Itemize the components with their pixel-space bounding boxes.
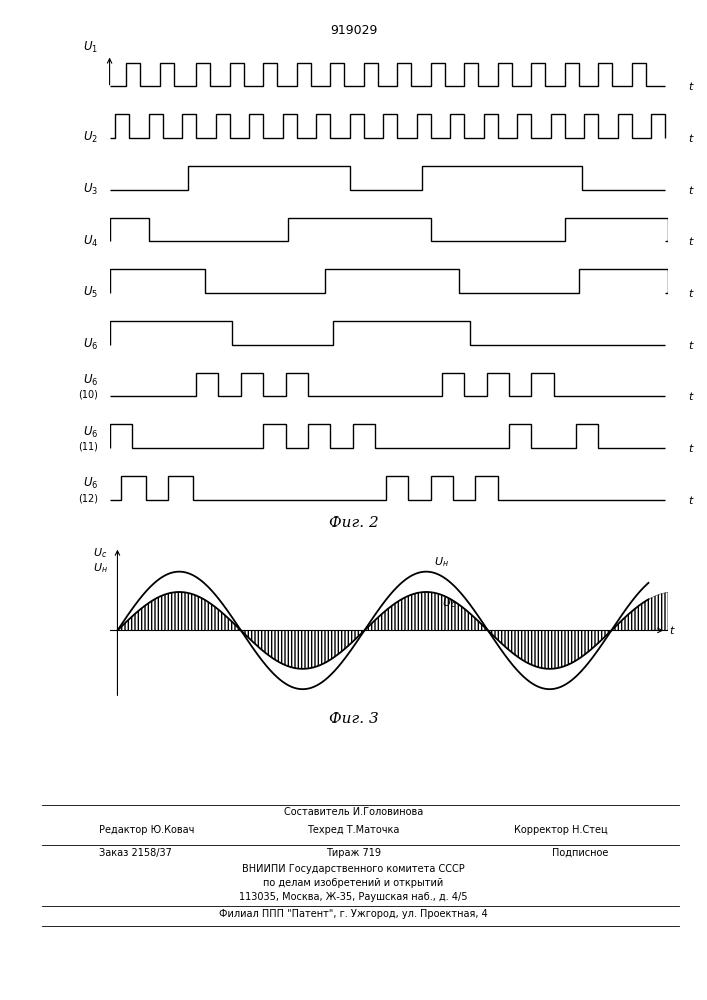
Text: Корректор Н.Стец: Корректор Н.Стец (514, 825, 608, 835)
Text: $t$: $t$ (688, 390, 694, 402)
Text: $U_5$: $U_5$ (83, 285, 98, 300)
Text: (10): (10) (78, 390, 98, 400)
Text: $U_6$: $U_6$ (83, 373, 98, 388)
Text: $U_c$: $U_c$ (442, 597, 457, 610)
Text: $t$: $t$ (688, 442, 694, 454)
Text: $U_1$: $U_1$ (83, 40, 98, 55)
Text: Составитель И.Головинова: Составитель И.Головинова (284, 807, 423, 817)
Text: Филиал ППП "Патент", г. Ужгород, ул. Проектная, 4: Филиал ППП "Патент", г. Ужгород, ул. Про… (219, 909, 488, 919)
Text: Фиг. 2: Фиг. 2 (329, 516, 378, 530)
Text: $t$: $t$ (688, 80, 694, 92)
Text: $U_3$: $U_3$ (83, 182, 98, 197)
Text: 113035, Москва, Ж-35, Раушская наб., д. 4/5: 113035, Москва, Ж-35, Раушская наб., д. … (239, 892, 468, 902)
Text: $U_4$: $U_4$ (83, 234, 98, 249)
Text: $t$: $t$ (669, 624, 676, 636)
Text: Тираж 719: Тираж 719 (326, 848, 381, 858)
Text: по делам изобретений и открытий: по делам изобретений и открытий (264, 878, 443, 888)
Text: $U_6$: $U_6$ (83, 476, 98, 491)
Text: $U_н$: $U_н$ (93, 561, 107, 575)
Text: Редактор Ю.Ковач: Редактор Ю.Ковач (99, 825, 194, 835)
Text: $t$: $t$ (688, 235, 694, 247)
Text: ВНИИПИ Государственного комитета СССР: ВНИИПИ Государственного комитета СССР (242, 864, 465, 874)
Text: $U_н$: $U_н$ (434, 556, 449, 569)
Text: $U_6$: $U_6$ (83, 425, 98, 440)
Text: $t$: $t$ (688, 494, 694, 506)
Text: $U_c$: $U_c$ (93, 546, 107, 560)
Text: Техред Т.Маточка: Техред Т.Маточка (308, 825, 399, 835)
Text: Фиг. 3: Фиг. 3 (329, 712, 378, 726)
Text: 919029: 919029 (329, 24, 378, 37)
Text: $t$: $t$ (688, 339, 694, 351)
Text: $U_2$: $U_2$ (83, 130, 98, 145)
Text: $U_6$: $U_6$ (83, 337, 98, 352)
Text: Заказ 2158/37: Заказ 2158/37 (99, 848, 172, 858)
Text: $t$: $t$ (688, 184, 694, 196)
Text: (12): (12) (78, 493, 98, 503)
Text: Подписное: Подписное (551, 848, 608, 858)
Text: (11): (11) (78, 441, 98, 451)
Text: $t$: $t$ (688, 132, 694, 144)
Text: $t$: $t$ (688, 287, 694, 299)
